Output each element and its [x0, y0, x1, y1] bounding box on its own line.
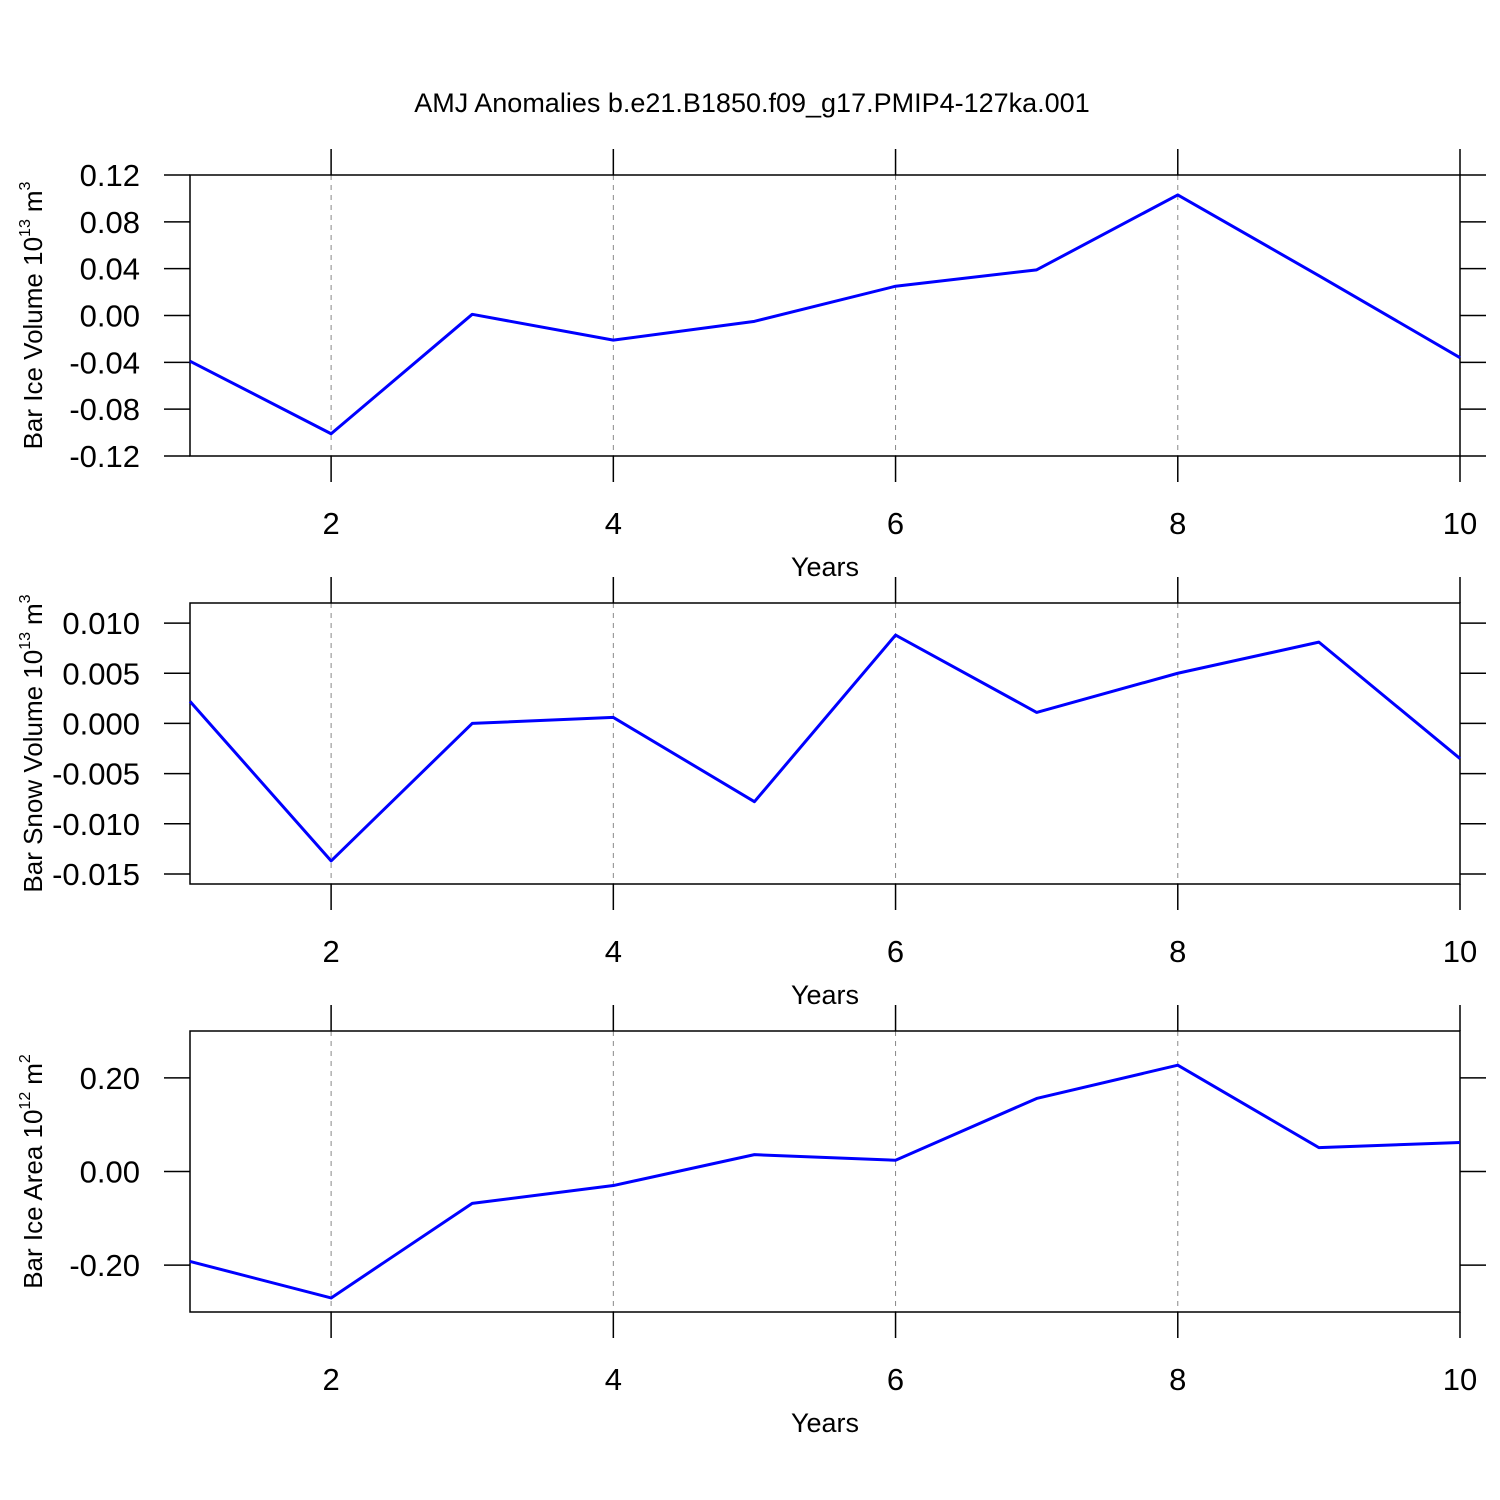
y-label-text: Bar Ice Volume 10 — [18, 237, 48, 449]
y-tick-label: -0.08 — [69, 392, 140, 427]
y-label-exponent: 13 — [17, 219, 34, 237]
y-axis-label: Bar Ice Volume 1013 m3 — [17, 181, 48, 449]
y-tick-label: 0.04 — [80, 252, 140, 287]
y-label-exponent: 3 — [17, 594, 34, 603]
y-tick-label: -0.010 — [52, 807, 140, 842]
x-tick-label: 4 — [605, 506, 622, 541]
x-tick-label: 6 — [887, 506, 904, 541]
y-tick-label: 0.00 — [80, 1155, 140, 1190]
data-line — [188, 633, 1461, 863]
y-label-exponent: 3 — [17, 181, 34, 190]
y-tick-label: 0.20 — [80, 1061, 140, 1096]
y-tick-label: -0.005 — [52, 757, 140, 792]
y-tick-label: -0.04 — [69, 345, 140, 380]
y-axis-label: Bar Snow Volume 1013 m3 — [17, 594, 48, 892]
y-tick-label: 0.12 — [80, 158, 140, 193]
y-axis-label: Bar Ice Area 1012 m2 — [17, 1054, 48, 1289]
y-label-text: m — [18, 190, 48, 212]
y-label-exponent: 2 — [17, 1054, 34, 1063]
x-tick-label: 2 — [322, 1362, 339, 1397]
data-line — [189, 1063, 1461, 1300]
x-tick-label: 4 — [605, 1362, 622, 1397]
plot-frame — [189, 1030, 1461, 1313]
y-tick-label: 0.08 — [80, 205, 140, 240]
x-tick-label: 4 — [605, 934, 622, 969]
y-label-text: m — [18, 603, 48, 625]
y-label-text: m — [18, 1063, 48, 1085]
data-line — [189, 193, 1461, 436]
x-axis-label: Years — [791, 552, 859, 582]
y-tick-label: 0.010 — [62, 606, 140, 641]
y-tick-label: -0.12 — [69, 439, 140, 474]
plot-frame — [189, 174, 1461, 457]
y-tick-label: 0.00 — [80, 299, 140, 334]
y-label-text: Bar Snow Volume 10 — [18, 650, 48, 893]
x-tick-label: 2 — [322, 934, 339, 969]
x-tick-label: 8 — [1169, 1362, 1186, 1397]
y-label-exponent: 12 — [17, 1092, 34, 1110]
x-tick-label: 6 — [887, 934, 904, 969]
x-tick-label: 10 — [1443, 1362, 1477, 1397]
y-label-exponent: 13 — [17, 632, 34, 650]
x-tick-label: 8 — [1169, 934, 1186, 969]
x-tick-label: 2 — [322, 506, 339, 541]
x-axis-label: Years — [791, 980, 859, 1010]
y-tick-label: 0.005 — [62, 656, 140, 691]
x-axis-label: Years — [791, 1408, 859, 1438]
x-tick-label: 10 — [1443, 506, 1477, 541]
figure-title: AMJ Anomalies b.e21.B1850.f09_g17.PMIP4-… — [414, 88, 1089, 118]
y-tick-label: 0.000 — [62, 706, 140, 741]
plot-frame — [189, 602, 1461, 885]
y-tick-label: -0.20 — [69, 1248, 140, 1283]
x-tick-label: 6 — [887, 1362, 904, 1397]
x-tick-label: 10 — [1443, 934, 1477, 969]
y-label-text: Bar Ice Area 10 — [18, 1110, 48, 1289]
x-tick-label: 8 — [1169, 506, 1186, 541]
y-tick-label: -0.015 — [52, 857, 140, 892]
